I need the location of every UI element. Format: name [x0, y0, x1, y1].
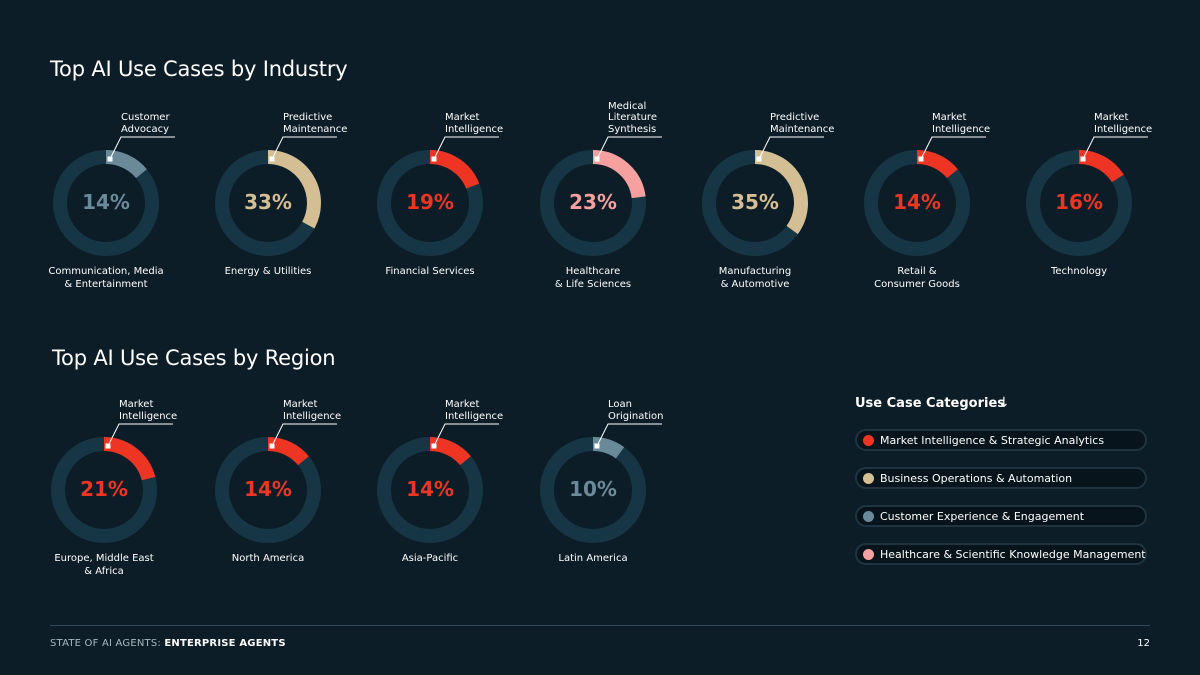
- footer-report-title: STATE OF AI AGENTS: ENTERPRISE AGENTS: [50, 638, 286, 649]
- segment-label: Healthcare & Life Sciences: [554, 266, 632, 290]
- percentage-value: 16%: [1055, 190, 1103, 214]
- donut-chart: Predictive Maintenance 33% Energy & Utilit…: [203, 112, 347, 345]
- callout-leader-line: [433, 423, 499, 447]
- segment-label: Financial Services: [385, 266, 475, 277]
- top-use-case-label: Medical Literature Synthesis: [608, 100, 657, 135]
- donut-chart: Market Intelligence 21% Europe, Middle Eas…: [39, 399, 177, 632]
- footer-divider: [50, 625, 1150, 626]
- top-use-case-label: Market Intelligence: [445, 112, 504, 135]
- donut-svg: [864, 136, 986, 256]
- callout-leader-line: [271, 423, 337, 447]
- percentage-value: 19%: [406, 190, 454, 214]
- callout-leader-line: [109, 136, 175, 160]
- top-use-case-label: Customer Advocacy: [121, 112, 170, 135]
- percentage-value: 33%: [244, 190, 292, 214]
- callout-leader-line: [596, 136, 662, 160]
- top-use-case-label: Market Intelligence: [932, 112, 991, 135]
- top-use-case-label: Market Intelligence: [119, 399, 178, 422]
- top-use-case-label: Market Intelligence: [445, 399, 504, 422]
- donut-svg: [215, 136, 337, 256]
- donut-svg: [51, 423, 173, 543]
- arrow-down-icon: ↓: [998, 395, 1010, 411]
- callout-leader-line: [920, 136, 986, 160]
- donut-svg: [53, 136, 175, 256]
- percentage-value: 14%: [82, 190, 130, 214]
- donut-chart: Medical Literature Synthesis 23% Healthcar…: [528, 101, 662, 345]
- segment-label: Technology: [1050, 266, 1107, 277]
- segment-label: Retail & Consumer Goods: [874, 266, 960, 290]
- donut-slice: [103, 437, 156, 481]
- legend-swatch: [863, 473, 874, 484]
- legend-swatch: [863, 549, 874, 560]
- donut-slice: [267, 150, 321, 229]
- segment-label: Europe, Middle East & Africa: [54, 553, 154, 577]
- donut-chart: Market Intelligence 16% Technology: [1014, 112, 1152, 345]
- legend-swatch: [863, 511, 874, 522]
- legend-title: Use Case Categories: [855, 396, 1006, 411]
- callout-leader-line: [758, 136, 824, 160]
- donut-chart: Market Intelligence 14% Retail & Consumer …: [852, 112, 990, 345]
- donut-svg: [377, 423, 499, 543]
- legend-swatch: [863, 435, 874, 446]
- donut-slice: [592, 150, 646, 199]
- callout-leader-line: [107, 423, 173, 447]
- donut-chart: Loan Origination 10% Latin America: [528, 399, 664, 632]
- segment-label: Communication, Media & Entertainment: [48, 266, 164, 290]
- callout-leader-line: [433, 136, 499, 160]
- callout-leader-line: [1082, 136, 1148, 160]
- segment-label: North America: [231, 553, 305, 564]
- top-use-case-label: Predictive Maintenance: [770, 112, 835, 135]
- segment-label: Energy & Utilities: [224, 266, 312, 277]
- legend-item-customer-experience: Customer Experience & Engagement: [855, 505, 1147, 527]
- callout-leader-line: [596, 423, 662, 447]
- top-use-case-label: Market Intelligence: [283, 399, 342, 422]
- legend-label: Healthcare & Scientific Knowledge Manage…: [880, 548, 1146, 561]
- donut-chart: Predictive Maintenance 35% Manufacturing &…: [690, 112, 834, 345]
- donut-svg: [377, 136, 499, 256]
- footer-suffix: ENTERPRISE AGENTS: [164, 638, 286, 649]
- segment-label: Latin America: [558, 553, 628, 564]
- donut-slice: [754, 150, 808, 235]
- donut-svg: [1026, 136, 1148, 256]
- donut-chart: Market Intelligence 14% Asia-Pacific: [365, 399, 503, 632]
- donut-chart: Market Intelligence 19% Financial Services: [365, 112, 503, 345]
- percentage-value: 14%: [406, 477, 454, 501]
- segment-label: Manufacturing & Automotive: [718, 266, 792, 290]
- donut-svg: [215, 423, 337, 543]
- callout-leader-line: [271, 136, 337, 160]
- footer-prefix: STATE OF AI AGENTS:: [50, 638, 165, 649]
- top-use-case-label: Predictive Maintenance: [283, 112, 348, 135]
- donut-chart: Customer Advocacy 14% Communication, Media…: [41, 112, 175, 345]
- legend-item-healthcare-knowledge: Healthcare & Scientific Knowledge Manage…: [855, 543, 1147, 565]
- industry-section-title: Top AI Use Cases by Industry: [50, 57, 348, 81]
- donut-svg: [702, 136, 824, 256]
- percentage-value: 23%: [569, 190, 617, 214]
- page-number: 12: [1137, 638, 1150, 649]
- legend-label: Market Intelligence & Strategic Analytic…: [880, 434, 1105, 447]
- percentage-value: 21%: [80, 477, 128, 501]
- legend-item-business-operations: Business Operations & Automation: [855, 467, 1147, 489]
- top-use-case-label: Loan Origination: [608, 399, 664, 422]
- percentage-value: 35%: [731, 190, 779, 214]
- percentage-value: 10%: [569, 477, 617, 501]
- donut-svg: [540, 423, 662, 543]
- legend-item-market-intelligence: Market Intelligence & Strategic Analytic…: [855, 429, 1147, 451]
- legend-label: Business Operations & Automation: [880, 472, 1073, 485]
- region-section-title: Top AI Use Cases by Region: [52, 346, 336, 370]
- percentage-value: 14%: [244, 477, 292, 501]
- top-use-case-label: Market Intelligence: [1094, 112, 1153, 135]
- donut-chart: Market Intelligence 14% North America: [203, 399, 341, 632]
- donut-svg: [540, 136, 662, 256]
- segment-label: Asia-Pacific: [401, 553, 459, 564]
- percentage-value: 14%: [893, 190, 941, 214]
- legend-label: Customer Experience & Engagement: [880, 510, 1085, 523]
